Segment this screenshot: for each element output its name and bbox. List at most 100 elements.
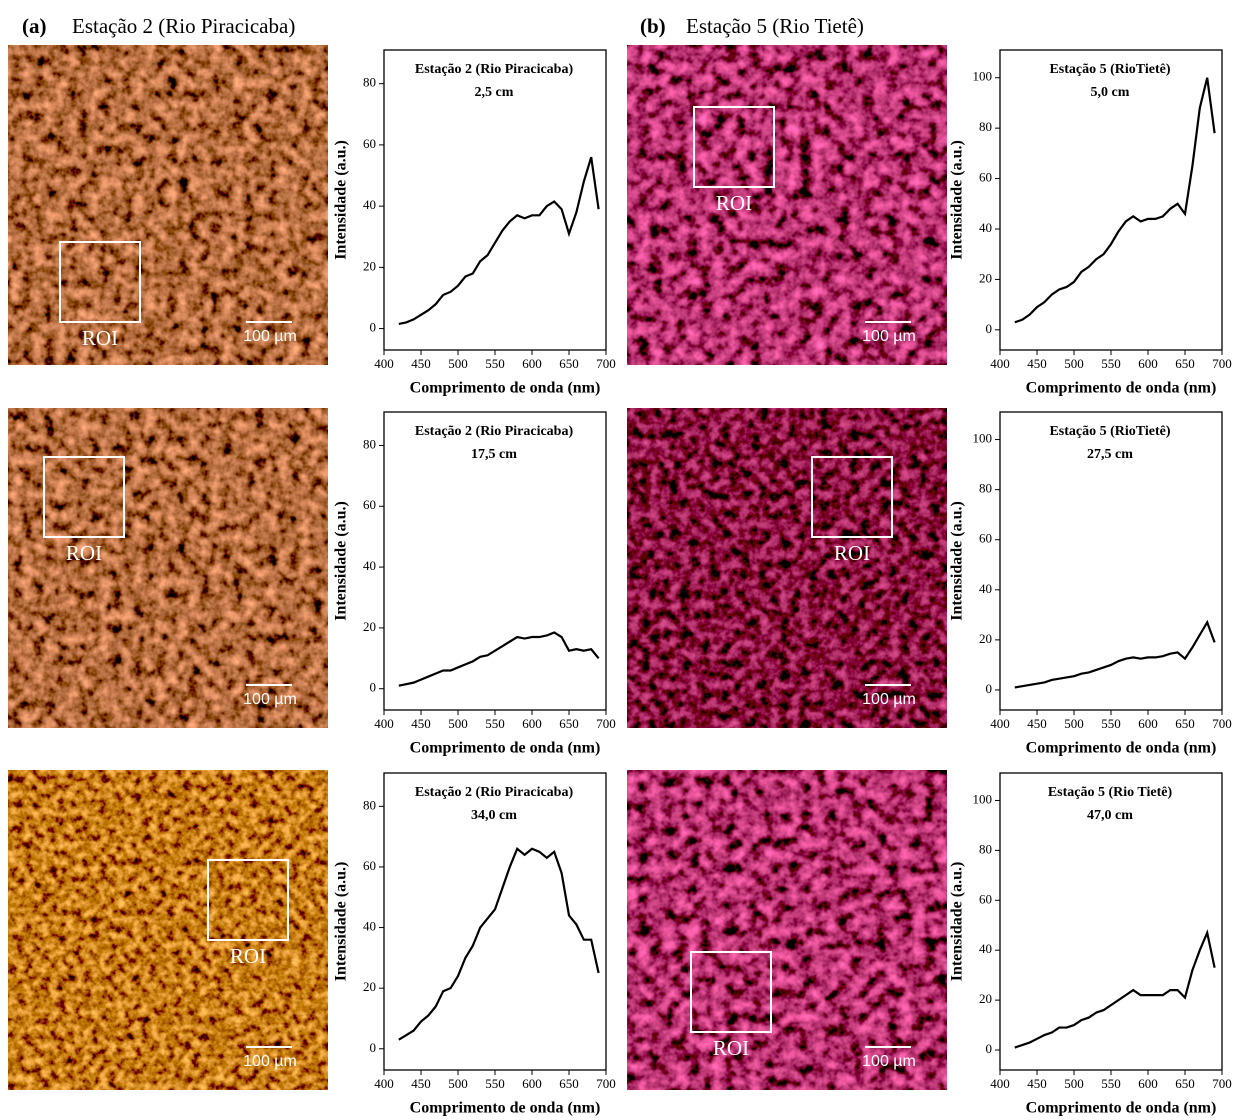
x-tick-label: 400 (374, 716, 394, 731)
x-tick-label: 650 (1175, 1076, 1195, 1091)
x-tick-label: 700 (1212, 1076, 1232, 1091)
micrograph: ROI 100 µm (8, 770, 328, 1090)
chart-title: Estação 5 (RioTietê) (1049, 62, 1170, 77)
y-tick-label: 0 (370, 320, 377, 335)
data-line (1014, 619, 1216, 689)
x-tick-label: 450 (411, 1076, 431, 1091)
roi-box (693, 106, 775, 188)
x-tick-label: 700 (596, 356, 616, 371)
micrograph: ROI 100 µm (8, 408, 328, 728)
chart-subtitle: 2,5 cm (475, 85, 514, 100)
x-tick-label: 450 (1027, 356, 1047, 371)
image-texture (627, 45, 947, 365)
panel-title: Estação 2 (Rio Piracicaba) (72, 14, 295, 38)
x-tick-label: 450 (411, 356, 431, 371)
y-tick-label: 60 (979, 531, 992, 546)
chart-subtitle: 34,0 cm (471, 808, 517, 823)
x-tick-label: 400 (374, 356, 394, 371)
x-tick-label: 500 (1064, 716, 1084, 731)
y-tick-label: 20 (363, 258, 376, 273)
roi-box (43, 456, 125, 538)
x-tick-label: 550 (485, 1076, 505, 1091)
y-tick-label: 80 (363, 75, 376, 90)
roi-label: ROI (82, 326, 118, 350)
x-tick-label: 500 (1064, 356, 1084, 371)
micrograph: ROI 100 µm (627, 770, 947, 1090)
y-tick-label: 60 (363, 136, 376, 151)
scale-label: 100 µm (862, 328, 916, 345)
y-tick-label: 40 (363, 919, 376, 934)
header-a: (a) Estação 2 (Rio Piracicaba) (22, 14, 295, 38)
x-tick-label: 500 (448, 1076, 468, 1091)
chart: 400 450 500 550 600 650 700 0 20 40 60 80 Compriment… (333, 411, 616, 757)
scale-label: 100 µm (862, 691, 916, 708)
scale-label: 100 µm (243, 1053, 297, 1070)
image-texture (627, 770, 947, 1090)
chart-title: Estação 5 (Rio Tietê) (1048, 785, 1173, 800)
y-tick-label: 80 (363, 436, 376, 451)
y-tick-label: 0 (986, 681, 993, 696)
x-tick-label: 600 (522, 356, 542, 371)
roi-label: ROI (66, 541, 102, 565)
x-tick-label: 500 (448, 356, 468, 371)
panel-title: Estação 5 (Rio Tietê) (686, 14, 864, 38)
x-axis-label: Comprimento de onda (nm) (410, 380, 601, 397)
x-tick-label: 650 (1175, 356, 1195, 371)
y-tick-label: 100 (973, 791, 993, 806)
y-tick-label: 0 (986, 321, 993, 336)
image-texture (8, 770, 328, 1090)
y-tick-label: 60 (979, 891, 992, 906)
chart-title: Estação 5 (RioTietê) (1049, 424, 1170, 439)
y-axis-label: Intensidade (a.u.) (333, 501, 350, 621)
y-axis-label: Intensidade (a.u.) (333, 862, 350, 982)
scale-label: 100 µm (243, 328, 297, 345)
y-tick-label: 20 (363, 979, 376, 994)
roi-label: ROI (230, 944, 266, 968)
x-tick-label: 650 (1175, 716, 1195, 731)
chart: 400 450 500 550 600 650 700 0 20 40 60 80 100 Comprim… (949, 49, 1232, 397)
y-tick-label: 40 (979, 941, 992, 956)
chart-subtitle: 17,5 cm (471, 447, 517, 462)
image-texture (627, 408, 947, 728)
x-tick-label: 400 (990, 716, 1010, 731)
x-tick-label: 500 (448, 716, 468, 731)
y-tick-label: 40 (363, 197, 376, 212)
roi-label: ROI (834, 541, 870, 565)
data-line (398, 156, 600, 326)
y-tick-label: 40 (979, 581, 992, 596)
y-tick-label: 60 (363, 858, 376, 873)
roi-label: ROI (716, 191, 752, 215)
x-tick-label: 700 (596, 1076, 616, 1091)
roi-box (59, 241, 141, 323)
x-tick-label: 400 (374, 1076, 394, 1091)
y-axis-label: Intensidade (a.u.) (949, 140, 966, 260)
x-tick-label: 700 (1212, 356, 1232, 371)
y-tick-label: 40 (363, 558, 376, 573)
y-axis-label: Intensidade (a.u.) (949, 862, 966, 982)
x-tick-label: 400 (990, 1076, 1010, 1091)
scale-label: 100 µm (243, 691, 297, 708)
y-tick-label: 20 (979, 991, 992, 1006)
x-tick-label: 700 (596, 716, 616, 731)
x-tick-label: 700 (1212, 716, 1232, 731)
data-line (398, 846, 600, 1041)
x-tick-label: 500 (1064, 1076, 1084, 1091)
y-tick-label: 80 (363, 797, 376, 812)
x-tick-label: 650 (559, 1076, 579, 1091)
image-texture (8, 45, 328, 365)
chart-subtitle: 27,5 cm (1087, 447, 1133, 462)
y-tick-label: 80 (979, 481, 992, 496)
roi-box (207, 859, 289, 941)
x-axis-label: Comprimento de onda (nm) (410, 740, 601, 757)
scale-label: 100 µm (862, 1053, 916, 1070)
roi-label: ROI (713, 1036, 749, 1060)
x-tick-label: 600 (1138, 716, 1158, 731)
y-tick-label: 40 (979, 220, 992, 235)
panel-letter: (b) (640, 14, 666, 38)
x-axis-label: Comprimento de onda (nm) (1026, 1100, 1217, 1117)
roi-box (811, 456, 893, 538)
x-tick-label: 450 (411, 716, 431, 731)
chart: 400 450 500 550 600 650 700 0 20 40 60 80 100 Comprim… (949, 411, 1232, 757)
x-tick-label: 600 (1138, 356, 1158, 371)
